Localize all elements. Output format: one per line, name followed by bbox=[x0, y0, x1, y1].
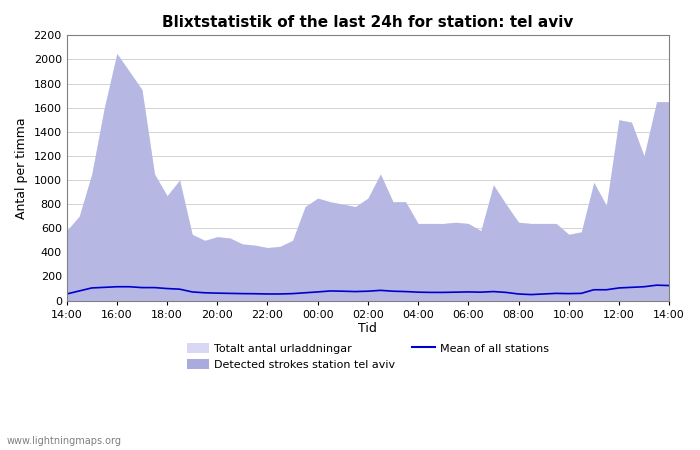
X-axis label: Tid: Tid bbox=[358, 322, 377, 335]
Legend: Totalt antal urladdningar, Detected strokes station tel aviv, Mean of all statio: Totalt antal urladdningar, Detected stro… bbox=[182, 339, 554, 375]
Title: Blixtstatistik of the last 24h for station: tel aviv: Blixtstatistik of the last 24h for stati… bbox=[162, 15, 573, 30]
Y-axis label: Antal per timma: Antal per timma bbox=[15, 117, 28, 219]
Text: www.lightningmaps.org: www.lightningmaps.org bbox=[7, 436, 122, 446]
